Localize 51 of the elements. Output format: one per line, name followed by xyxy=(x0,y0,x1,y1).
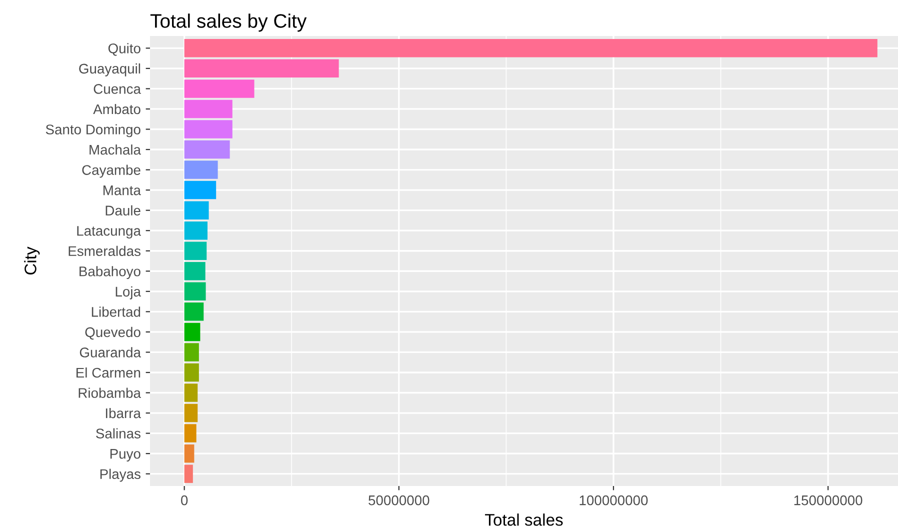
y-tick-label: Esmeraldas xyxy=(68,246,140,256)
y-tick-label: Guaranda xyxy=(80,347,141,358)
y-tick-label: Quito xyxy=(108,43,140,56)
bar xyxy=(184,404,198,422)
y-tick-label: Babahoyo xyxy=(80,266,140,280)
y-tick-label: Riobamba xyxy=(78,388,141,398)
x-axis-title: Total sales xyxy=(485,514,563,526)
bar xyxy=(184,424,196,442)
y-tick-label: Quevedo xyxy=(85,326,140,340)
y-tick-label: Loja xyxy=(116,286,141,300)
y-tick-label: Libertad xyxy=(92,306,140,317)
bar xyxy=(184,100,232,118)
x-tick-label: 50000000 xyxy=(368,495,430,506)
bar xyxy=(184,140,230,159)
chart-title: Total sales by City xyxy=(150,14,307,32)
y-tick-label: Ambato xyxy=(93,104,140,114)
y-tick-label: Santo Domingo xyxy=(46,124,140,138)
bar xyxy=(184,322,200,342)
y-tick-label: Puyo xyxy=(110,449,140,462)
y-tick-label: Daule xyxy=(106,205,140,216)
bar xyxy=(184,221,208,240)
bar xyxy=(184,59,339,78)
bar xyxy=(184,464,193,483)
y-tick-label: Cuenca xyxy=(94,84,141,94)
bar xyxy=(184,302,204,321)
y-tick-label: Machala xyxy=(90,144,141,155)
y-tick-label: Ibarra xyxy=(106,408,141,418)
y-tick-label: Salinas xyxy=(96,428,140,438)
y-tick-label: Guayaquil xyxy=(79,63,140,76)
x-tick-label: 100000000 xyxy=(580,495,648,506)
bar xyxy=(184,262,206,280)
bar xyxy=(184,180,216,200)
bar xyxy=(184,80,254,98)
bar xyxy=(184,160,218,179)
bar xyxy=(184,201,209,220)
bar xyxy=(184,120,232,138)
bar xyxy=(184,444,194,463)
y-tick-label: El Carmen xyxy=(76,367,140,378)
bar xyxy=(184,39,878,58)
x-tick-label: 150000000 xyxy=(794,495,862,506)
bar xyxy=(184,282,206,301)
y-tick-label: Cayambe xyxy=(82,164,140,178)
bar xyxy=(184,343,199,362)
y-tick-label: Manta xyxy=(104,186,141,196)
y-tick-label: Latacunga xyxy=(77,226,141,239)
bar xyxy=(184,363,199,382)
y-axis-title: City xyxy=(24,246,40,275)
y-tick-label: Playas xyxy=(100,468,140,482)
x-tick-label: 0 xyxy=(181,495,188,506)
bar xyxy=(184,242,207,260)
bar xyxy=(184,384,198,402)
